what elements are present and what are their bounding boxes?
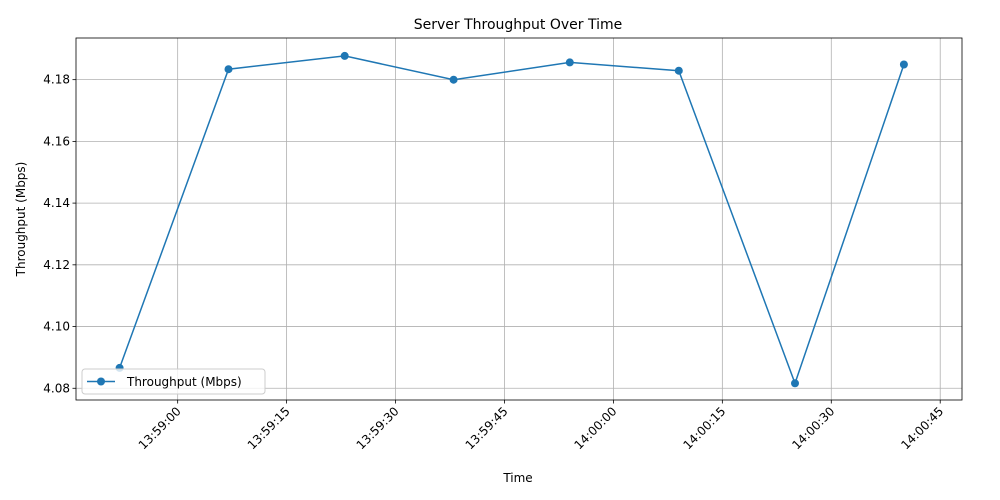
- x-tick-label: 13:59:15: [245, 404, 293, 452]
- x-tick-label: 13:59:30: [354, 404, 402, 452]
- chart-title: Server Throughput Over Time: [414, 17, 623, 33]
- data-point: [224, 65, 233, 74]
- legend-marker: [97, 377, 105, 386]
- data-point: [899, 60, 908, 69]
- y-axis: 4.08 4.10 4.12 4.14 4.16 4.18: [43, 73, 76, 395]
- y-axis-label: Throughput (Mbps): [14, 162, 28, 278]
- x-axis: 13:59:00 13:59:15 13:59:30 13:59:45 14:00:00…: [136, 400, 946, 452]
- plot-frame: [75, 37, 963, 401]
- series-layer: [115, 51, 908, 388]
- y-tick-label: 4.18: [43, 73, 70, 87]
- grid-lines: [76, 38, 962, 400]
- legend-label: Throughput (Mbps): [126, 375, 242, 389]
- x-tick-label: 13:59:00: [136, 404, 184, 452]
- legend-box: [81, 368, 266, 395]
- y-tick-label: 4.12: [43, 258, 70, 272]
- series-line: [118, 55, 905, 386]
- data-point: [565, 58, 574, 67]
- data-point: [340, 51, 349, 60]
- legend: Throughput (Mbps): [81, 368, 266, 395]
- data-point: [791, 379, 799, 388]
- y-tick-label: 4.16: [43, 134, 70, 148]
- y-tick-label: 4.10: [43, 320, 70, 334]
- y-tick-label: 4.14: [43, 196, 70, 210]
- x-tick-label: 14:00:15: [680, 404, 728, 452]
- data-point: [449, 75, 458, 84]
- y-tick-label: 4.08: [43, 381, 70, 395]
- data-point: [674, 66, 683, 75]
- x-tick-label: 14:00:30: [789, 404, 837, 452]
- x-tick-label: 14:00:00: [572, 404, 620, 452]
- x-tick-label: 14:00:45: [898, 404, 946, 452]
- x-tick-label: 13:59:45: [463, 404, 511, 452]
- x-axis-label: Time: [502, 471, 532, 485]
